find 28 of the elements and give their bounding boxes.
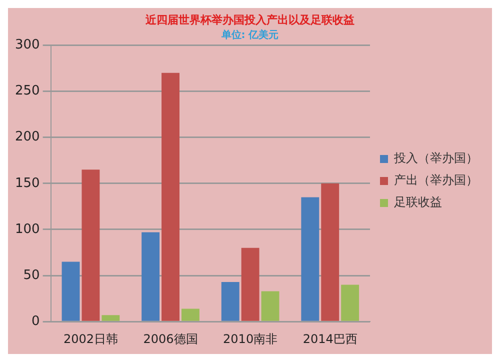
bar — [221, 282, 240, 321]
chart-subtitle: 单位: 亿美元 — [220, 28, 279, 41]
legend-label: 足联收益 — [394, 195, 442, 210]
x-tick-label: 2002日韩 — [63, 332, 118, 346]
y-tick-label: 300 — [14, 38, 40, 53]
bar — [62, 262, 80, 321]
bar — [162, 72, 180, 321]
bar — [301, 197, 320, 321]
bar — [181, 308, 200, 321]
bar — [341, 284, 360, 321]
y-tick-label: 50 — [23, 268, 40, 283]
x-tick-label: 2014巴西 — [302, 332, 358, 346]
bar — [142, 232, 160, 321]
y-tick-label: 250 — [14, 84, 40, 99]
bar — [321, 183, 340, 321]
y-tick-label: 200 — [14, 130, 40, 145]
bar — [102, 315, 120, 321]
y-tick-label: 0 — [32, 314, 40, 329]
y-tick-label: 150 — [14, 176, 40, 191]
legend-label: 产出（举办国） — [394, 173, 478, 188]
legend-label: 投入（举办国） — [393, 151, 478, 166]
bar — [82, 170, 100, 321]
bar — [261, 291, 280, 321]
x-tick-label: 2010南非 — [223, 332, 278, 346]
y-tick-label: 100 — [14, 222, 40, 237]
bar — [241, 248, 260, 321]
chart-title: 近四届世界杯举办国投入产出以及足联收益 — [144, 13, 354, 26]
x-tick-label: 2006德国 — [143, 332, 198, 346]
